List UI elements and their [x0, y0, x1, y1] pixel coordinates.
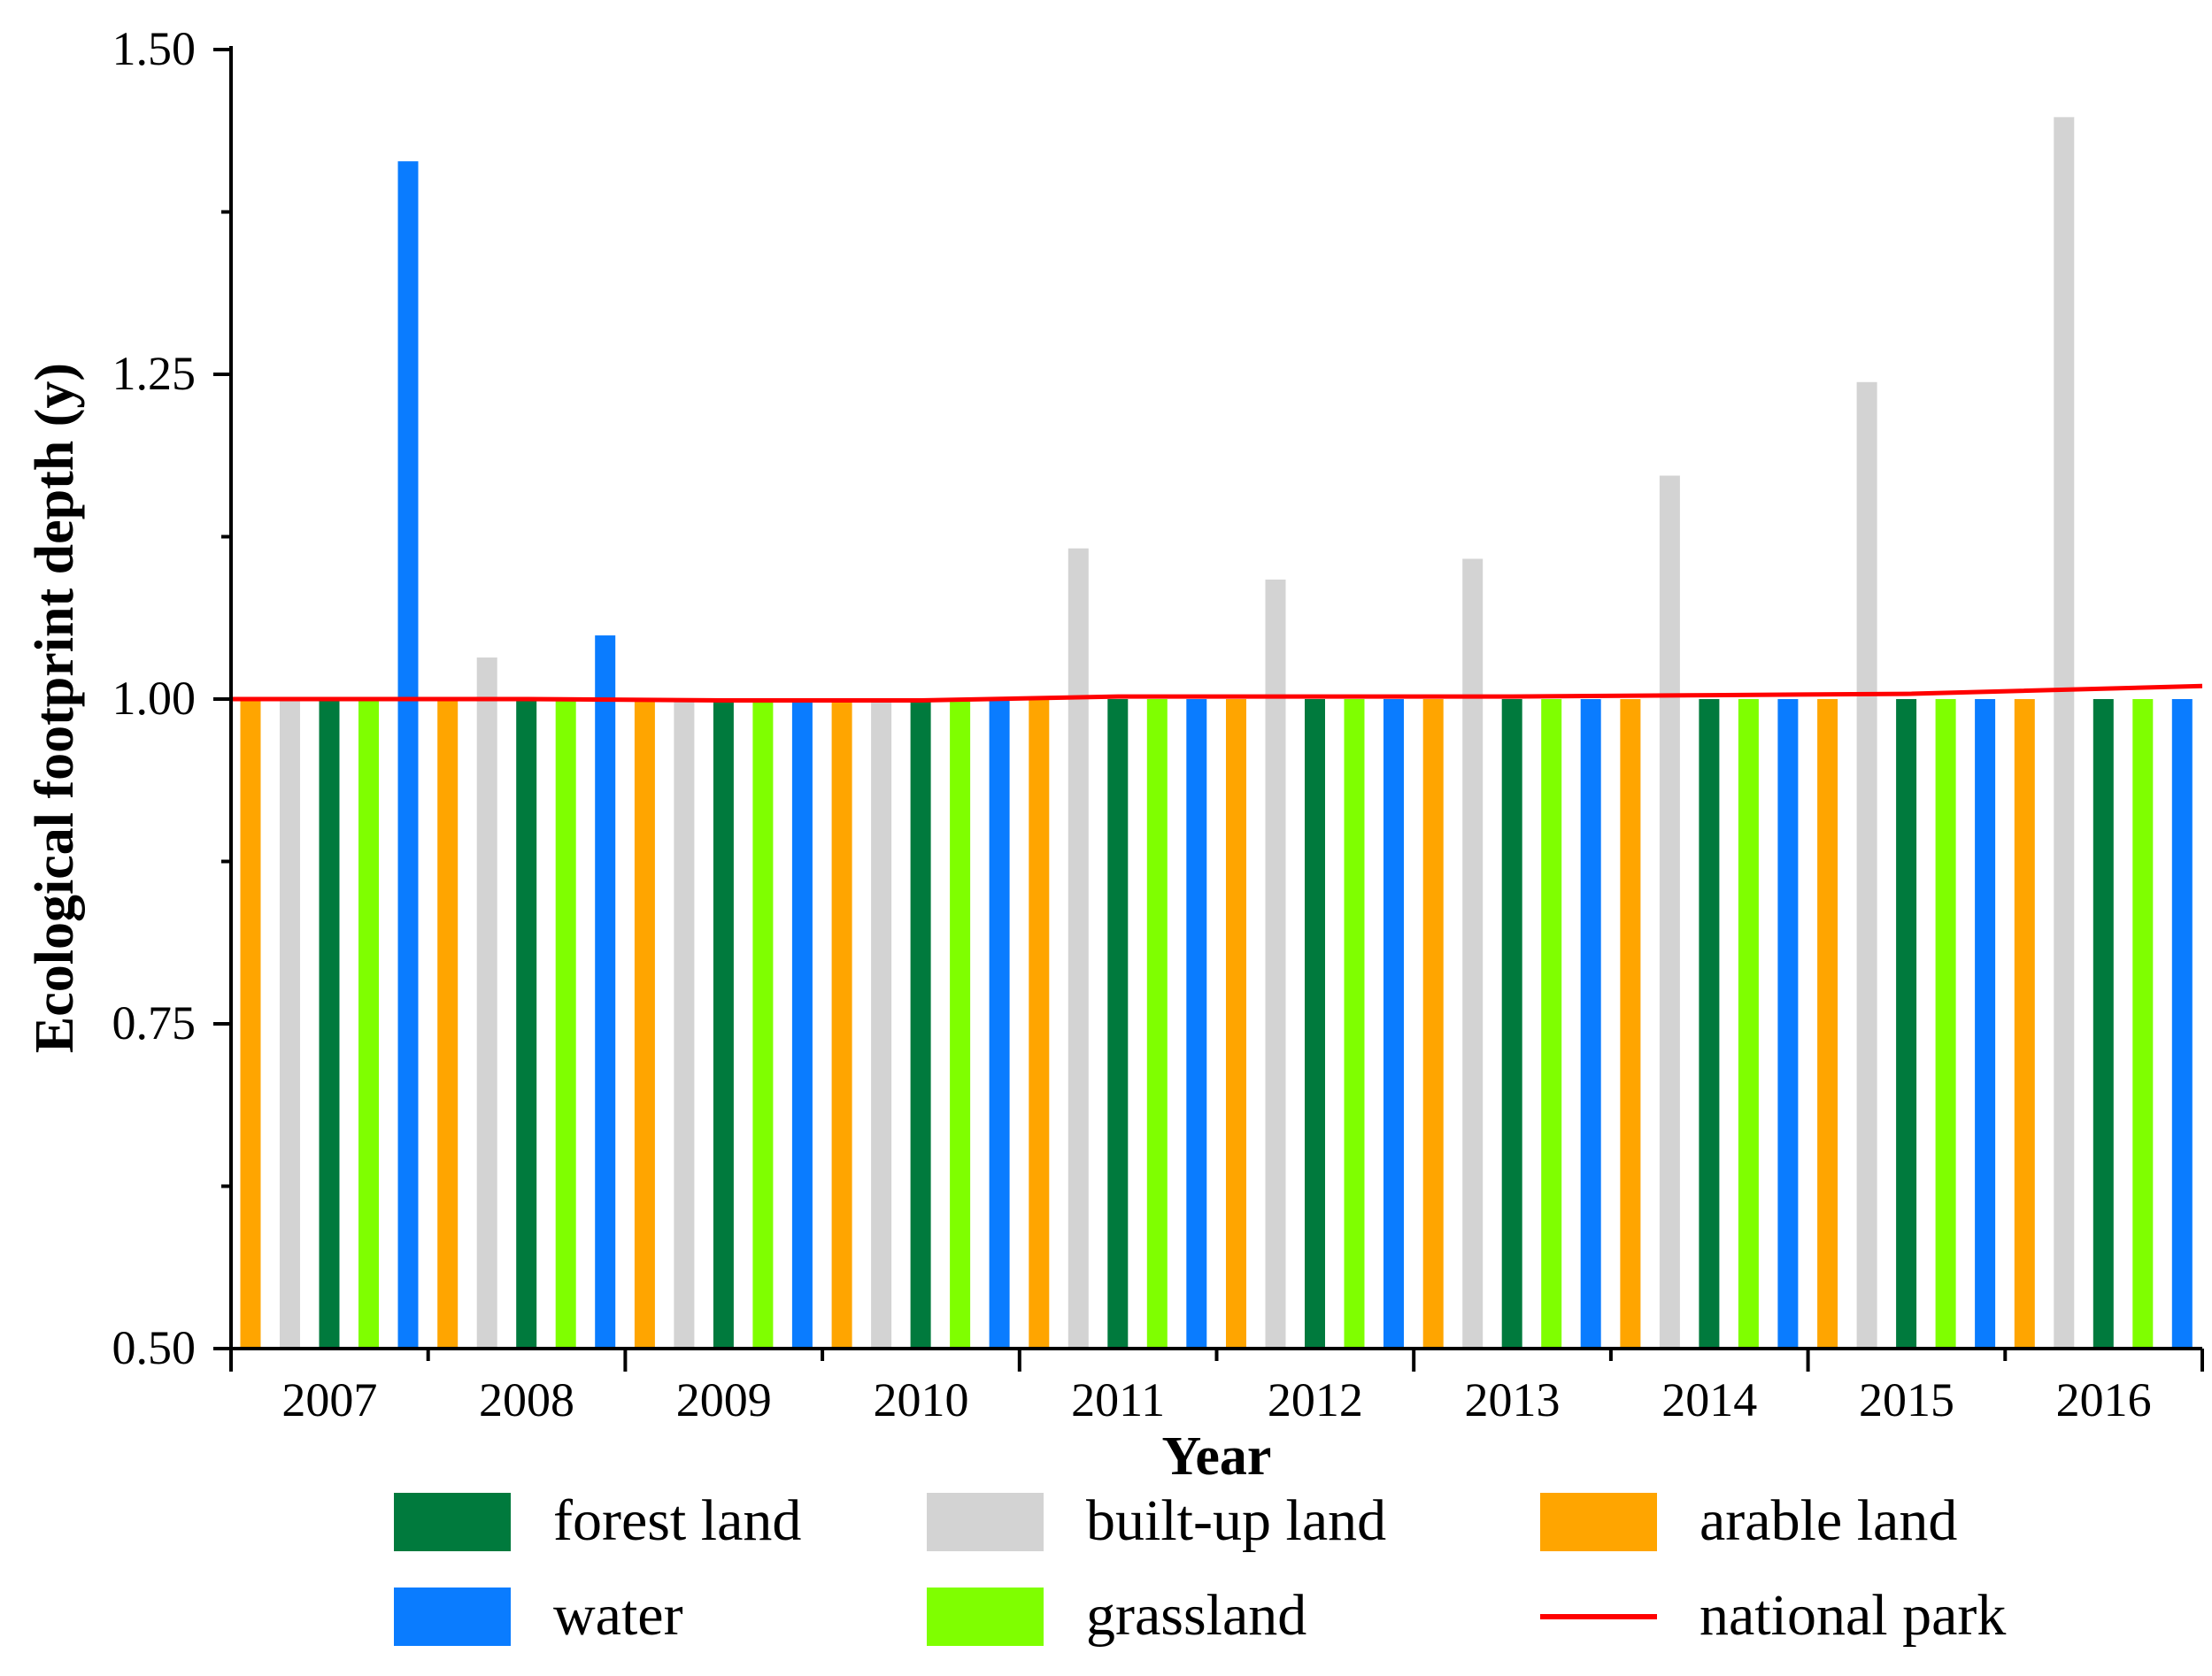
bar-arable-land-2010: [831, 699, 852, 1349]
bar-water-2015: [1975, 699, 1996, 1349]
legend-label-water: water: [553, 1583, 683, 1648]
legend: forest land built-up land arable land water…: [394, 1488, 2006, 1648]
y-tick-label-1.25: 1.25: [112, 347, 197, 400]
bar-grassland-2015: [1935, 699, 1956, 1349]
bar-built-up-land-2012: [1265, 579, 1286, 1349]
bars-layer: [240, 117, 2193, 1349]
bar-arable-land-2007: [240, 699, 261, 1349]
bar-arable-land-2011: [1029, 699, 1050, 1349]
x-tick-label-2016: 2016: [2056, 1373, 2152, 1426]
bar-arable-land-2012: [1226, 699, 1246, 1349]
y-tick-label-0.50: 0.50: [112, 1321, 197, 1374]
bar-water-2011: [1186, 699, 1207, 1349]
x-tick-label-2008: 2008: [479, 1373, 574, 1426]
legend-label-arable-land: arable land: [1699, 1488, 1957, 1553]
bar-forest-land-2009: [713, 699, 734, 1349]
bar-grassland-2011: [1146, 699, 1168, 1349]
x-tick-label-2013: 2013: [1465, 1373, 1561, 1426]
bar-forest-land-2012: [1305, 699, 1325, 1349]
x-tick-label-2007: 2007: [281, 1373, 377, 1426]
bar-grassland-2010: [950, 699, 971, 1349]
bar-forest-land-2008: [516, 699, 537, 1349]
bar-water-2009: [791, 699, 813, 1349]
x-tick-label-2009: 2009: [676, 1373, 772, 1426]
bar-arable-land-2009: [634, 699, 655, 1349]
bar-forest-land-2010: [910, 699, 931, 1349]
bar-built-up-land-2007: [280, 699, 300, 1349]
bar-arable-land-2008: [437, 699, 459, 1349]
bar-arable-land-2014: [1620, 699, 1641, 1349]
bar-water-2016: [2171, 699, 2193, 1349]
bar-water-2013: [1580, 699, 1601, 1349]
bar-arable-land-2016: [2014, 699, 2035, 1349]
bar-grassland-2013: [1541, 699, 1562, 1349]
x-tick-label-2010: 2010: [873, 1373, 968, 1426]
bar-forest-land-2011: [1107, 699, 1129, 1349]
legend-label-grassland: grassland: [1086, 1583, 1306, 1648]
y-ticks: 0.50 0.75 1.00 1.25 1.50: [112, 22, 231, 1374]
bar-forest-land-2014: [1699, 699, 1720, 1349]
x-tick-label-2012: 2012: [1268, 1373, 1363, 1426]
line-layer: [231, 683, 2203, 703]
bar-grassland-2009: [752, 699, 774, 1349]
bar-grassland-2007: [358, 699, 379, 1349]
x-ticks: 2007 2008 2009 2010 2011 2012 2013 2014 2015 2016: [229, 1349, 2204, 1426]
y-axis-title: Ecological footprint depth (y): [25, 363, 85, 1053]
bar-forest-land-2007: [319, 699, 340, 1349]
x-axis-title: Year: [1162, 1426, 1272, 1487]
legend-label-national-park: national park: [1699, 1583, 2006, 1648]
legend-label-forest-land: forest land: [553, 1488, 801, 1553]
bar-grassland-2014: [1738, 699, 1759, 1349]
x-tick-label-2014: 2014: [1661, 1373, 1757, 1426]
legend-swatch-arable-land: [1540, 1493, 1657, 1551]
bar-water-2007: [397, 161, 419, 1349]
bar-built-up-land-2009: [674, 699, 695, 1349]
legend-swatch-grassland: [927, 1588, 1044, 1646]
bar-grassland-2008: [555, 699, 576, 1349]
bar-forest-land-2016: [2093, 699, 2114, 1349]
bar-built-up-land-2015: [1856, 381, 1877, 1349]
bar-grassland-2016: [2132, 699, 2154, 1349]
legend-swatch-forest-land: [394, 1493, 511, 1551]
bar-built-up-land-2014: [1659, 475, 1680, 1349]
y-tick-label-1.00: 1.00: [112, 672, 197, 725]
bar-arable-land-2015: [1817, 699, 1838, 1349]
x-tick-label-2011: 2011: [1071, 1373, 1165, 1426]
bar-arable-land-2013: [1422, 699, 1444, 1349]
line-national-park: [231, 683, 2203, 703]
legend-swatch-built-up-land: [927, 1493, 1044, 1551]
bar-built-up-land-2016: [2054, 117, 2075, 1349]
x-tick-label-2015: 2015: [1859, 1373, 1954, 1426]
bar-forest-land-2015: [1896, 699, 1917, 1349]
bar-forest-land-2013: [1501, 699, 1522, 1349]
legend-label-built-up-land: built-up land: [1086, 1488, 1386, 1553]
bar-water-2010: [989, 699, 1010, 1349]
y-tick-label-1.50: 1.50: [112, 22, 197, 75]
bar-built-up-land-2013: [1462, 558, 1484, 1349]
y-tick-label-0.75: 0.75: [112, 996, 197, 1049]
legend-swatch-water: [394, 1588, 511, 1646]
bar-grassland-2012: [1344, 699, 1365, 1349]
bar-built-up-land-2010: [871, 699, 892, 1349]
bar-water-2012: [1383, 699, 1404, 1349]
bar-built-up-land-2011: [1067, 548, 1089, 1349]
bar-water-2014: [1777, 699, 1799, 1349]
bar-water-2008: [595, 635, 616, 1349]
bar-built-up-land-2008: [476, 657, 497, 1349]
